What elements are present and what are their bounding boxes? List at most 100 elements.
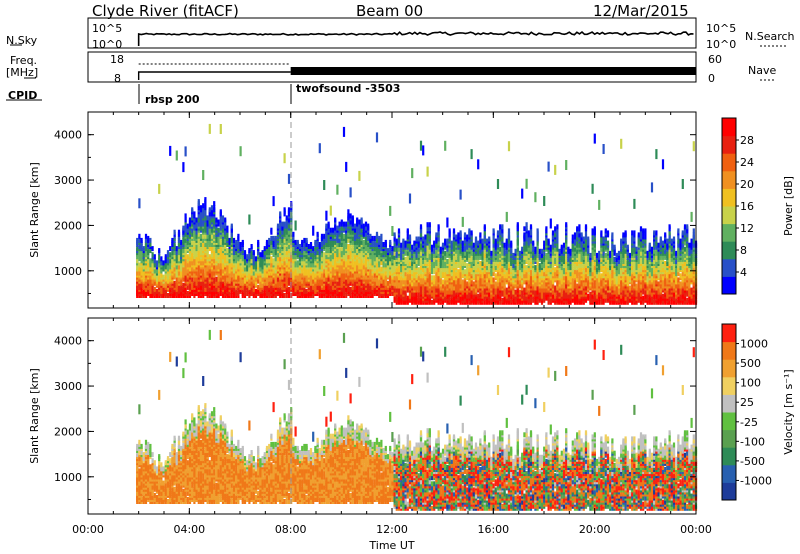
power-cell — [202, 270, 205, 276]
power-cell — [261, 268, 264, 274]
power-cell — [221, 215, 225, 221]
power-cell — [232, 237, 236, 243]
power-cell — [204, 272, 207, 278]
power-cell — [182, 237, 185, 243]
power-cell — [184, 223, 187, 229]
power-cell — [217, 227, 220, 233]
power-cell — [492, 277, 495, 283]
power-cell — [391, 246, 394, 252]
power-cell — [296, 260, 299, 266]
power-cell — [230, 280, 233, 286]
power-cell — [463, 269, 467, 275]
power-cell — [180, 278, 183, 284]
power-cell — [430, 244, 434, 250]
power-cell — [446, 259, 449, 264]
power-cell — [279, 211, 282, 217]
power-cell — [356, 217, 359, 223]
power-cell — [441, 279, 445, 285]
power-cell — [215, 237, 218, 243]
power-cell — [320, 233, 324, 239]
power-cell — [404, 240, 407, 246]
power-cell — [144, 237, 148, 243]
power-cell — [177, 229, 181, 235]
power-cell — [481, 238, 484, 244]
power-cell — [455, 234, 458, 240]
power-cell — [268, 282, 271, 288]
power-cell — [248, 268, 251, 274]
power-cell — [213, 205, 216, 211]
power-cell — [287, 293, 291, 298]
power-cell — [149, 242, 152, 247]
power-cell — [283, 207, 286, 213]
power-cell — [270, 227, 273, 233]
power-cell — [191, 231, 194, 237]
power-cell — [191, 207, 194, 213]
power-cell — [197, 244, 200, 249]
power-cell — [186, 262, 189, 268]
freq-band-twofsound — [290, 67, 696, 75]
power-cell — [268, 270, 271, 276]
power-cell — [166, 250, 170, 256]
power-cell — [228, 262, 231, 268]
power-cell — [217, 248, 220, 254]
power-cell — [461, 279, 464, 285]
power-cell — [316, 231, 319, 237]
power-cell — [364, 221, 368, 227]
power-cell — [226, 270, 229, 276]
power-cell — [283, 260, 286, 266]
power-cell — [483, 224, 486, 230]
freq-tick-top: 18 — [110, 53, 124, 66]
power-cell — [197, 264, 200, 270]
power-heatmap — [136, 123, 698, 305]
power-cell — [507, 141, 511, 152]
power-cell — [195, 217, 198, 223]
power-cell — [391, 226, 394, 236]
power-cell — [283, 221, 286, 227]
power-cell — [186, 284, 189, 290]
power-cell — [422, 236, 425, 242]
power-cell — [241, 291, 244, 296]
power-cell — [279, 248, 282, 254]
power-cell — [217, 286, 220, 292]
cpid-segment-1: rbsp 200 — [145, 93, 200, 106]
freq-line-rbsp — [137, 71, 291, 80]
power-cell — [210, 205, 214, 211]
power-cell — [164, 280, 167, 286]
power-cell — [235, 239, 238, 245]
power-cell — [285, 215, 288, 221]
power-cell — [224, 217, 227, 223]
power-cell — [228, 248, 231, 254]
power-cell — [358, 170, 361, 181]
power-cell — [208, 254, 211, 260]
power-cell — [505, 238, 508, 244]
power-cell — [305, 237, 308, 243]
power-cell — [514, 248, 517, 254]
power-cell — [287, 237, 291, 243]
power-cell — [340, 219, 343, 225]
power-cell — [276, 276, 280, 282]
power-cell — [142, 246, 145, 252]
power-cell — [444, 250, 447, 256]
power-cell — [426, 222, 429, 228]
power-cell — [155, 288, 159, 294]
power-cell — [283, 293, 286, 298]
power-cell — [140, 237, 143, 243]
power-cell — [250, 250, 253, 256]
power-cell — [230, 276, 233, 282]
power-cell — [164, 254, 167, 260]
nsky-line — [137, 30, 694, 46]
nsky-panel-frame — [87, 17, 697, 49]
power-cell — [283, 250, 286, 256]
power-cell — [136, 266, 139, 272]
power-cell — [393, 232, 396, 238]
power-cell — [140, 250, 143, 256]
nave-tick-top: 60 — [708, 53, 722, 66]
power-cell — [193, 280, 196, 286]
power-cell — [226, 248, 229, 254]
power-cell — [193, 264, 196, 270]
power-cell — [336, 225, 339, 231]
power-cell — [279, 286, 282, 292]
power-cell — [153, 258, 156, 264]
power-cell — [191, 280, 194, 286]
power-cell — [230, 223, 233, 229]
